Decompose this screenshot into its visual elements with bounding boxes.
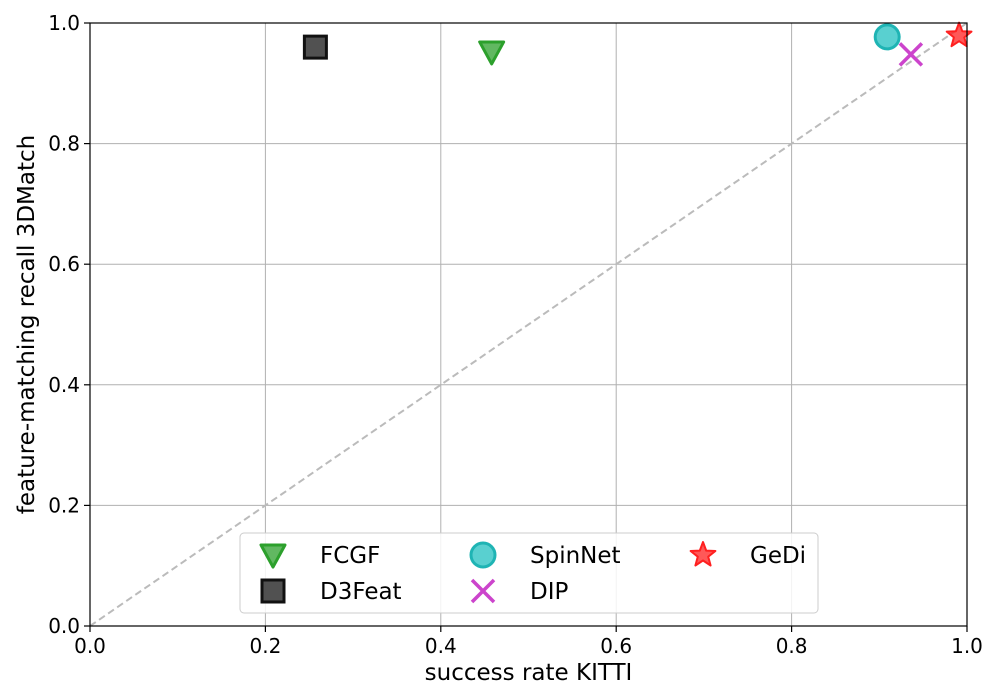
x-axis-label: success rate KITTI (425, 660, 633, 686)
diagonal-reference-line (89, 22, 968, 627)
point-gedi (945, 21, 973, 48)
x-tick-label: 0.4 (425, 634, 457, 658)
y-tick-label: 1.0 (48, 11, 80, 35)
legend-marker-fcgf (259, 543, 287, 569)
legend-label-fcgf: FCGF (320, 543, 380, 569)
legend-marker-spinnet (469, 541, 497, 569)
y-tick-label: 0.6 (48, 252, 80, 276)
x-tick-label: 0.6 (600, 634, 632, 658)
point-fcgf (478, 40, 506, 66)
point-dip (898, 42, 924, 67)
legend-box (239, 532, 819, 614)
y-tick-label: 0.4 (48, 373, 80, 397)
x-axis-ticks: 0.0 0.2 0.4 0.6 0.8 1.0 (74, 626, 983, 658)
legend: FCGF D3Feat SpinNet DIP GeDi (239, 532, 819, 614)
y-axis-label: feature-matching recall 3DMatch (14, 135, 40, 514)
legend-marker-gedi (689, 541, 717, 567)
point-spinnet (873, 23, 901, 51)
legend-marker-d3feat (260, 578, 286, 604)
y-axis-ticks: 0.0 0.2 0.4 0.6 0.8 1.0 (48, 11, 90, 638)
legend-label-gedi: GeDi (750, 543, 806, 569)
x-tick-label: 0.8 (776, 634, 808, 658)
plot-frame (89, 22, 968, 627)
y-tick-label: 0.8 (48, 132, 80, 156)
legend-marker-dip (470, 578, 496, 604)
data-points (302, 21, 973, 67)
y-tick-label: 0.2 (48, 493, 80, 517)
x-tick-label: 0.0 (74, 634, 106, 658)
x-tick-label: 0.2 (249, 634, 281, 658)
reference-line (89, 22, 968, 627)
x-tick-label: 1.0 (951, 634, 983, 658)
legend-label-spinnet: SpinNet (530, 543, 621, 569)
legend-label-dip: DIP (530, 579, 568, 605)
y-tick-label: 0.0 (48, 614, 80, 638)
point-d3feat (302, 34, 328, 60)
legend-label-d3feat: D3Feat (320, 579, 402, 605)
